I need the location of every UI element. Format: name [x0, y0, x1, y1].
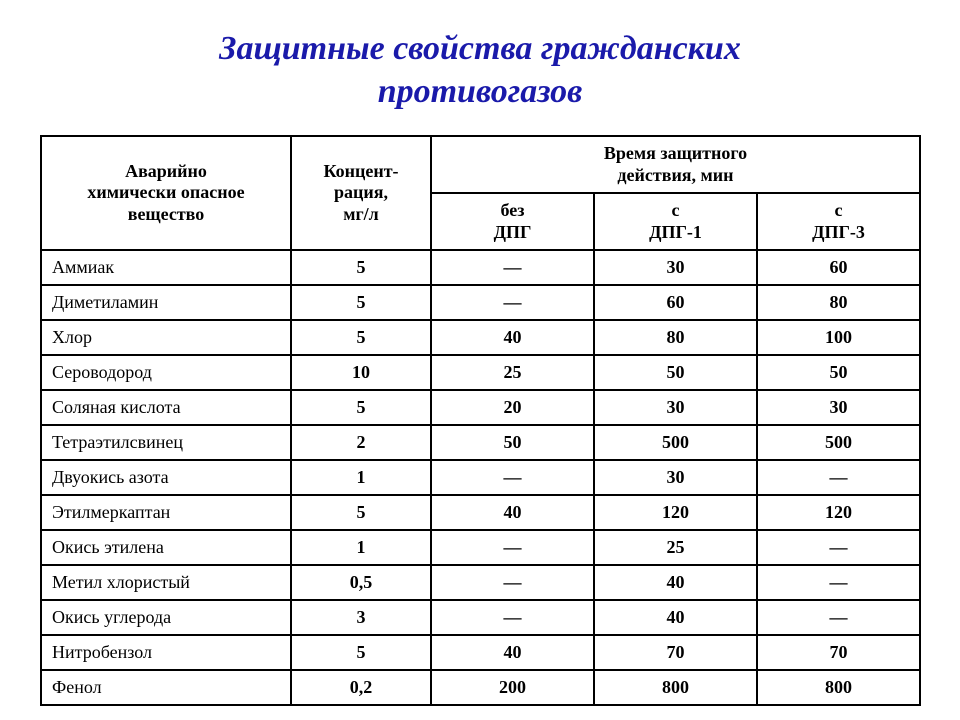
cell-time-0: 40 [431, 495, 594, 530]
col-header-concentration: Концент-рация,мг/л [291, 136, 431, 250]
cell-substance: Метил хлористый [41, 565, 291, 600]
cell-substance: Этилмеркаптан [41, 495, 291, 530]
cell-substance: Сероводород [41, 355, 291, 390]
table-row: Тетраэтилсвинец250500500 [41, 425, 920, 460]
cell-time-2: — [757, 600, 920, 635]
cell-time-0: — [431, 565, 594, 600]
cell-time-2: 30 [757, 390, 920, 425]
cell-time-1: 30 [594, 390, 757, 425]
cell-time-1: 500 [594, 425, 757, 460]
cell-time-0: 50 [431, 425, 594, 460]
table-row: Окись углерода3—40— [41, 600, 920, 635]
table-row: Хлор54080100 [41, 320, 920, 355]
table-row: Двуокись азота1—30— [41, 460, 920, 495]
cell-time-0: — [431, 460, 594, 495]
cell-time-2: 80 [757, 285, 920, 320]
cell-time-1: 50 [594, 355, 757, 390]
cell-time-1: 30 [594, 460, 757, 495]
cell-time-2: 100 [757, 320, 920, 355]
cell-time-1: 60 [594, 285, 757, 320]
cell-substance: Аммиак [41, 250, 291, 285]
cell-substance: Двуокись азота [41, 460, 291, 495]
title-line-2: противогазов [378, 73, 583, 110]
col-header-no-dpg: безДПГ [431, 193, 594, 250]
col-header-time-group: Время защитногодействия, мин [431, 136, 920, 193]
cell-time-2: — [757, 530, 920, 565]
cell-substance: Окись этилена [41, 530, 291, 565]
cell-concentration: 5 [291, 495, 431, 530]
cell-time-2: 500 [757, 425, 920, 460]
cell-time-2: 60 [757, 250, 920, 285]
protective-properties-table: Аварийнохимически опасноевещество Концен… [40, 135, 921, 706]
cell-time-0: — [431, 530, 594, 565]
cell-time-2: — [757, 460, 920, 495]
cell-concentration: 5 [291, 320, 431, 355]
table-row: Соляная кислота5203030 [41, 390, 920, 425]
cell-time-0: 40 [431, 635, 594, 670]
cell-time-1: 70 [594, 635, 757, 670]
table-row: Этилмеркаптан540120120 [41, 495, 920, 530]
table-row: Окись этилена1—25— [41, 530, 920, 565]
cell-time-1: 80 [594, 320, 757, 355]
cell-substance: Фенол [41, 670, 291, 705]
table-row: Фенол0,2200800800 [41, 670, 920, 705]
col-header-dpg-1: сДПГ-1 [594, 193, 757, 250]
table-row: Сероводород10255050 [41, 355, 920, 390]
cell-time-0: 40 [431, 320, 594, 355]
cell-time-1: 30 [594, 250, 757, 285]
cell-time-1: 25 [594, 530, 757, 565]
cell-time-0: 25 [431, 355, 594, 390]
cell-concentration: 2 [291, 425, 431, 460]
cell-concentration: 3 [291, 600, 431, 635]
cell-substance: Соляная кислота [41, 390, 291, 425]
cell-time-0: — [431, 250, 594, 285]
cell-time-2: 70 [757, 635, 920, 670]
cell-time-0: — [431, 285, 594, 320]
table-row: Аммиак5—3060 [41, 250, 920, 285]
cell-time-1: 40 [594, 565, 757, 600]
cell-time-0: 200 [431, 670, 594, 705]
cell-concentration: 1 [291, 460, 431, 495]
cell-time-2: 800 [757, 670, 920, 705]
table-row: Метил хлористый0,5—40— [41, 565, 920, 600]
cell-concentration: 0,5 [291, 565, 431, 600]
cell-substance: Диметиламин [41, 285, 291, 320]
table-body: Аммиак5—3060Диметиламин5—6080Хлор5408010… [41, 250, 920, 705]
cell-substance: Хлор [41, 320, 291, 355]
cell-concentration: 5 [291, 635, 431, 670]
cell-substance: Нитробензол [41, 635, 291, 670]
title-line-1: Защитные свойства гражданских [219, 30, 741, 67]
slide-page: Защитные свойства гражданских противогаз… [0, 0, 960, 720]
cell-concentration: 10 [291, 355, 431, 390]
cell-time-2: 50 [757, 355, 920, 390]
cell-time-1: 40 [594, 600, 757, 635]
cell-concentration: 5 [291, 390, 431, 425]
page-title: Защитные свойства гражданских противогаз… [40, 28, 920, 113]
cell-time-1: 120 [594, 495, 757, 530]
cell-time-0: 20 [431, 390, 594, 425]
cell-time-2: 120 [757, 495, 920, 530]
table-header: Аварийнохимически опасноевещество Концен… [41, 136, 920, 250]
col-header-dpg-3: сДПГ-3 [757, 193, 920, 250]
col-header-substance: Аварийнохимически опасноевещество [41, 136, 291, 250]
cell-concentration: 5 [291, 250, 431, 285]
cell-substance: Окись углерода [41, 600, 291, 635]
cell-concentration: 5 [291, 285, 431, 320]
cell-concentration: 1 [291, 530, 431, 565]
cell-time-2: — [757, 565, 920, 600]
cell-substance: Тетраэтилсвинец [41, 425, 291, 460]
cell-time-1: 800 [594, 670, 757, 705]
cell-time-0: — [431, 600, 594, 635]
table-row: Нитробензол5407070 [41, 635, 920, 670]
table-row: Диметиламин5—6080 [41, 285, 920, 320]
cell-concentration: 0,2 [291, 670, 431, 705]
